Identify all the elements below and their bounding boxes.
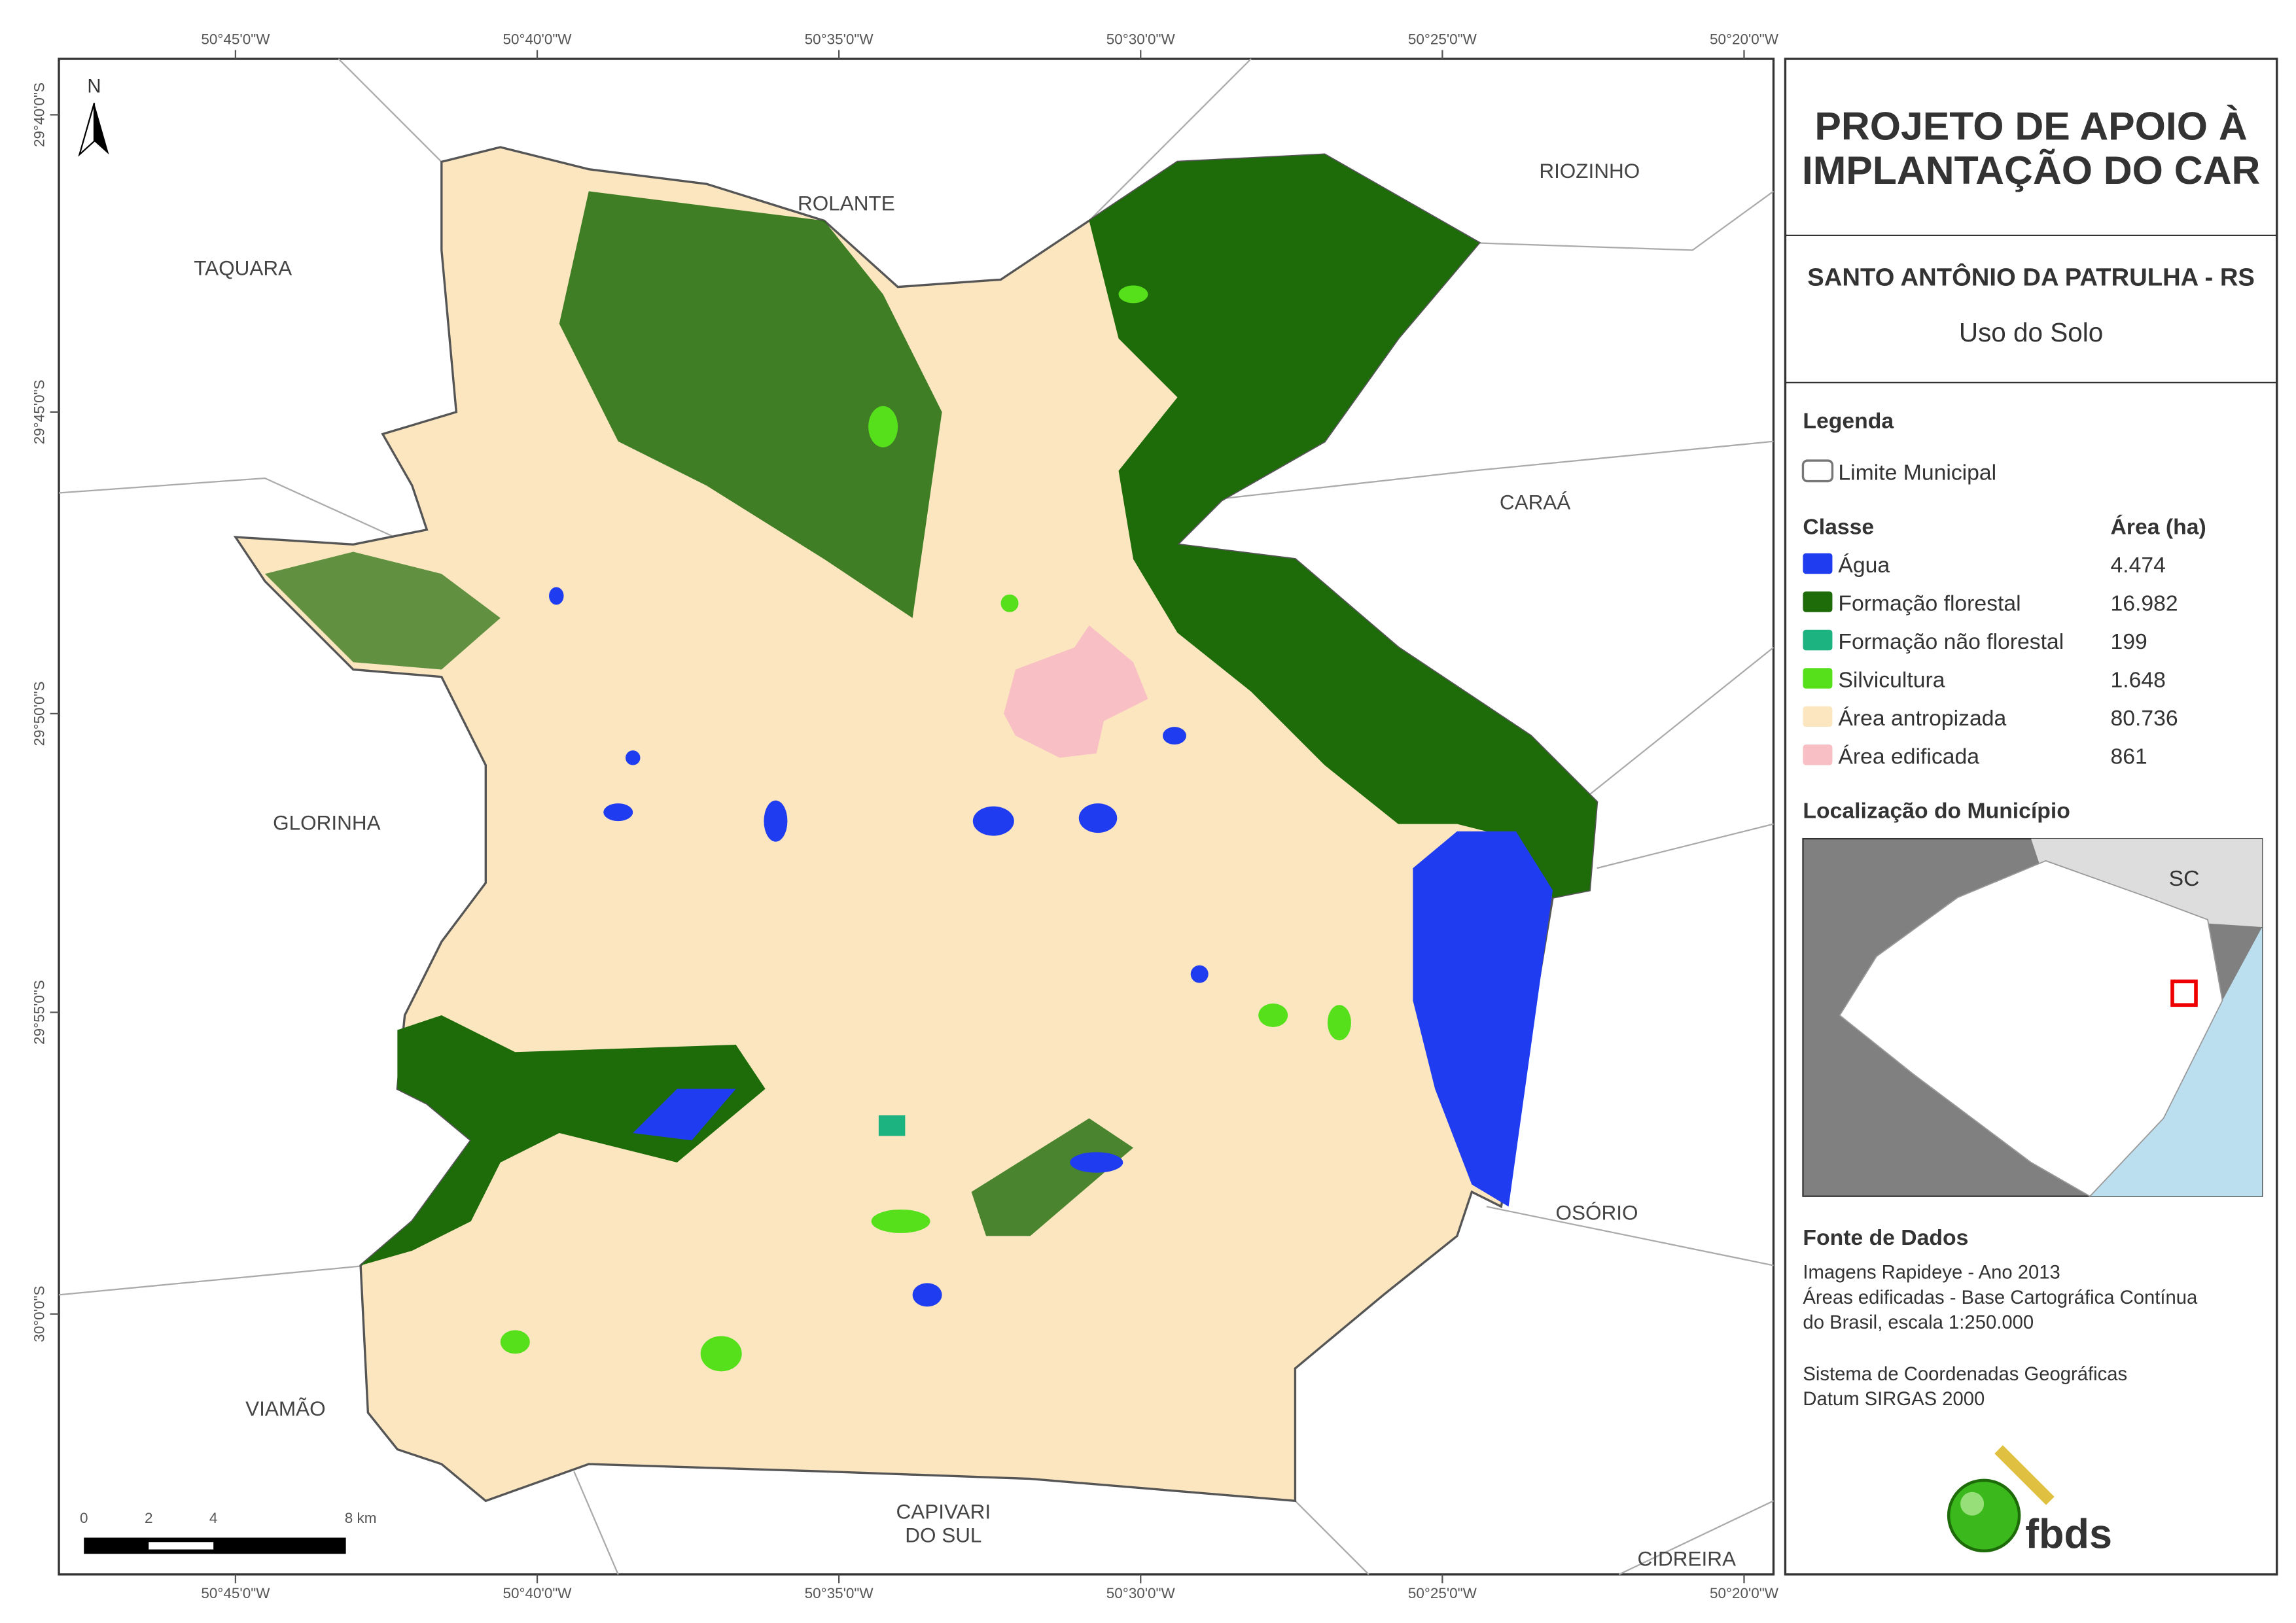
location-title: Localização do Município xyxy=(1803,799,2070,824)
top-tick-label: 50°45'0"W xyxy=(201,31,270,47)
title: IMPLANTAÇÃO DO CAR xyxy=(1802,148,2260,192)
legend-area: 4.474 xyxy=(2111,553,2166,578)
scale-label: 0 xyxy=(80,1510,88,1526)
scale-label: 8 km xyxy=(345,1510,377,1526)
scale-label: 2 xyxy=(145,1510,153,1526)
legend-swatch xyxy=(1803,706,1833,727)
scale-bar: 0 2 4 8 km xyxy=(80,1510,376,1554)
legend-entry: Água xyxy=(1838,553,1890,578)
source-line: Datum SIRGAS 2000 xyxy=(1803,1389,1985,1410)
top-tick-label: 50°30'0"W xyxy=(1106,31,1176,47)
legend-swatch xyxy=(1803,553,1833,574)
legend-entry: Formação florestal xyxy=(1838,591,2021,616)
bottom-tick-label: 50°30'0"W xyxy=(1106,1585,1176,1601)
title: PROJETO DE APOIO À xyxy=(1814,104,2247,148)
bottom-tick-label: 50°25'0"W xyxy=(1408,1585,1477,1601)
logo-text: fbds xyxy=(2025,1511,2112,1557)
place-label: TAQUARA xyxy=(194,256,292,280)
legend-entry: Formação não florestal xyxy=(1838,629,2064,654)
bottom-tick-label: 50°20'0"W xyxy=(1710,1585,1779,1601)
left-tick-label: 29°50'0"S xyxy=(31,682,48,746)
legend-header: Área (ha) xyxy=(2111,515,2206,540)
place-label: GLORINHA xyxy=(273,811,380,835)
legend-area: 199 xyxy=(2111,629,2147,654)
place-label: DO SUL xyxy=(905,1523,981,1546)
legend-entry: Área antropizada xyxy=(1838,706,2006,731)
legend-swatch xyxy=(1803,591,1833,612)
bottom-tick-label: 50°35'0"W xyxy=(805,1585,874,1601)
north-label: N xyxy=(87,77,101,97)
legend-swatch xyxy=(1803,668,1833,689)
legend-header: Classe xyxy=(1803,515,1874,540)
legend-swatch xyxy=(1803,744,1833,765)
subtitle: Uso do Solo xyxy=(1959,317,2103,347)
legend-entry: Área edificada xyxy=(1838,744,1979,769)
place-label: RIOZINHO xyxy=(1539,159,1640,183)
place-label: ROLANTE xyxy=(798,192,895,215)
state-label: SC xyxy=(2169,866,2200,891)
municipality-name: SANTO ANTÔNIO DA PATRULHA - RS xyxy=(1807,262,2255,291)
legend-area: 16.982 xyxy=(2111,591,2178,616)
legend-entry: Limite Municipal xyxy=(1838,460,1996,485)
legend-title: Legenda xyxy=(1803,409,1894,434)
bottom-tick-label: 50°40'0"W xyxy=(503,1585,573,1601)
place-label: CAPIVARI xyxy=(896,1499,991,1523)
panel xyxy=(1784,58,2278,1576)
source-line: Áreas edificadas - Base Cartográfica Con… xyxy=(1803,1287,2198,1308)
location-inset: SC xyxy=(1802,837,2263,1197)
place-label: VIAMÃO xyxy=(245,1397,325,1420)
place-label: CARAÁ xyxy=(1500,490,1570,514)
source-line: Sistema de Coordenadas Geográficas xyxy=(1803,1364,2127,1385)
top-tick-label: 50°35'0"W xyxy=(805,31,874,47)
source-line: do Brasil, escala 1:250.000 xyxy=(1803,1312,2034,1333)
legend-area: 861 xyxy=(2111,744,2147,769)
legend-area: 80.736 xyxy=(2111,706,2178,731)
top-tick-label: 50°40'0"W xyxy=(503,31,573,47)
top-tick-label: 50°20'0"W xyxy=(1710,31,1779,47)
left-tick-label: 30°0'0"S xyxy=(31,1285,48,1342)
place-label: OSÓRIO xyxy=(1556,1201,1638,1225)
land-use xyxy=(264,154,1597,1372)
place-label: CIDREIRA xyxy=(1638,1546,1736,1570)
logo: fbds xyxy=(1947,1445,2112,1557)
left-tick-label: 29°55'0"S xyxy=(31,980,48,1045)
source-line: Imagens Rapideye - Ano 2013 xyxy=(1803,1263,2060,1283)
top-tick-label: 50°25'0"W xyxy=(1408,31,1477,47)
scale-label: 4 xyxy=(209,1510,218,1526)
legend-swatch xyxy=(1803,629,1833,651)
source-title: Fonte de Dados xyxy=(1803,1225,1968,1250)
legend-area: 1.648 xyxy=(2111,667,2166,692)
legend-entry: Silvicultura xyxy=(1838,667,1945,692)
left-tick-label: 29°40'0"S xyxy=(31,82,48,147)
left-tick-label: 29°45'0"S xyxy=(31,379,48,444)
bottom-tick-label: 50°45'0"W xyxy=(201,1585,270,1601)
